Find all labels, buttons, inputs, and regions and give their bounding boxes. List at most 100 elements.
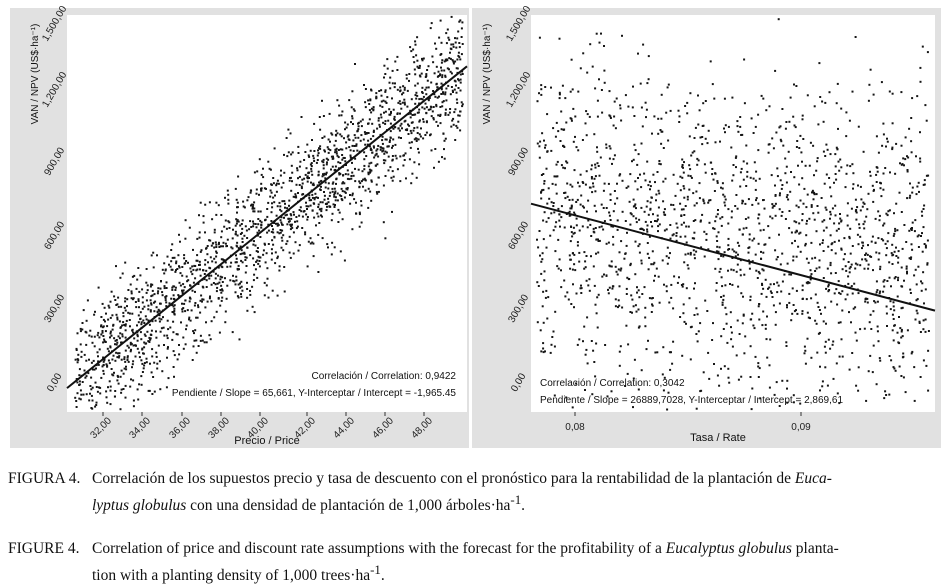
data-point bbox=[708, 377, 711, 380]
data-point bbox=[459, 81, 462, 84]
data-point bbox=[213, 231, 216, 234]
data-point bbox=[635, 310, 638, 313]
data-point bbox=[239, 233, 242, 235]
data-point bbox=[590, 168, 593, 171]
data-point bbox=[646, 228, 649, 231]
caption-line: lyptus globulus con una densidad de plan… bbox=[8, 489, 942, 516]
data-point bbox=[759, 229, 762, 232]
data-point bbox=[443, 148, 445, 151]
data-point bbox=[346, 187, 349, 189]
data-point bbox=[683, 187, 686, 190]
data-point bbox=[545, 289, 548, 292]
data-point bbox=[864, 258, 867, 261]
data-point bbox=[801, 118, 804, 121]
data-point bbox=[783, 273, 786, 276]
data-point bbox=[915, 193, 918, 196]
data-point bbox=[739, 125, 742, 128]
data-point bbox=[889, 171, 891, 174]
data-point bbox=[707, 351, 710, 354]
data-point bbox=[403, 98, 406, 101]
data-point bbox=[445, 87, 448, 90]
data-point bbox=[181, 289, 183, 292]
data-point bbox=[243, 206, 246, 209]
data-point bbox=[800, 151, 803, 154]
data-point bbox=[636, 286, 638, 289]
data-point bbox=[762, 287, 765, 290]
data-point bbox=[435, 65, 438, 68]
data-point bbox=[727, 376, 730, 379]
data-point bbox=[883, 397, 886, 400]
data-point bbox=[424, 88, 427, 91]
data-point bbox=[228, 221, 231, 224]
data-point bbox=[768, 286, 771, 289]
data-point bbox=[758, 272, 761, 275]
data-point bbox=[906, 169, 909, 171]
data-point bbox=[549, 234, 552, 237]
data-point bbox=[372, 135, 375, 138]
data-point bbox=[266, 277, 269, 280]
data-point bbox=[165, 386, 168, 389]
data-point bbox=[384, 122, 387, 125]
data-point bbox=[153, 310, 156, 313]
data-point bbox=[577, 149, 580, 152]
data-point bbox=[650, 221, 652, 223]
data-point bbox=[174, 286, 177, 289]
data-point bbox=[908, 196, 911, 199]
data-point bbox=[197, 283, 200, 285]
data-point bbox=[178, 265, 180, 268]
data-point bbox=[401, 101, 404, 104]
data-point bbox=[393, 118, 396, 121]
data-point bbox=[863, 227, 866, 230]
data-point bbox=[317, 271, 320, 273]
data-point bbox=[187, 279, 190, 282]
data-point bbox=[351, 192, 354, 195]
data-point bbox=[824, 340, 827, 343]
data-point bbox=[407, 123, 409, 126]
data-point bbox=[896, 295, 899, 298]
data-point bbox=[146, 330, 149, 333]
data-point bbox=[149, 310, 152, 313]
data-point bbox=[282, 249, 285, 252]
data-point bbox=[734, 205, 737, 207]
data-point bbox=[894, 369, 897, 372]
data-point bbox=[149, 362, 151, 365]
data-point bbox=[275, 214, 278, 217]
data-point bbox=[539, 329, 542, 332]
data-point bbox=[571, 235, 574, 238]
data-point bbox=[660, 142, 663, 145]
data-point bbox=[778, 302, 781, 305]
data-point bbox=[806, 219, 808, 222]
data-point bbox=[204, 231, 206, 234]
data-point bbox=[880, 238, 883, 241]
data-point bbox=[686, 112, 689, 115]
data-point bbox=[89, 329, 92, 332]
data-point bbox=[368, 109, 371, 112]
data-point bbox=[105, 312, 107, 315]
data-point bbox=[624, 252, 627, 255]
data-point bbox=[794, 231, 797, 234]
data-point bbox=[138, 351, 141, 354]
data-point bbox=[248, 228, 251, 231]
data-point bbox=[765, 295, 768, 298]
data-point bbox=[280, 210, 283, 213]
data-point bbox=[761, 282, 763, 285]
data-point bbox=[267, 243, 270, 245]
data-point bbox=[118, 352, 121, 355]
data-point bbox=[120, 391, 123, 394]
data-point bbox=[920, 289, 923, 292]
data-point bbox=[453, 111, 456, 114]
data-point bbox=[703, 255, 706, 258]
data-point bbox=[317, 196, 319, 199]
data-point bbox=[795, 255, 798, 258]
data-point bbox=[786, 262, 789, 265]
data-point bbox=[88, 334, 91, 337]
data-point bbox=[455, 84, 457, 87]
data-point bbox=[177, 294, 180, 297]
data-point bbox=[332, 181, 335, 184]
data-point bbox=[829, 261, 832, 264]
data-point bbox=[312, 255, 315, 258]
data-point bbox=[894, 230, 897, 233]
data-point bbox=[301, 193, 304, 196]
data-point bbox=[687, 267, 690, 270]
